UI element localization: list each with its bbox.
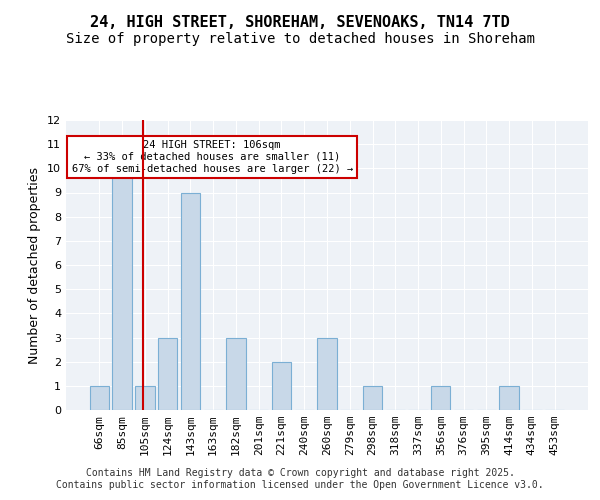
- Text: Size of property relative to detached houses in Shoreham: Size of property relative to detached ho…: [65, 32, 535, 46]
- Text: 24 HIGH STREET: 106sqm
← 33% of detached houses are smaller (11)
67% of semi-det: 24 HIGH STREET: 106sqm ← 33% of detached…: [71, 140, 353, 173]
- Bar: [431, 386, 451, 410]
- Bar: [158, 338, 178, 410]
- Bar: [90, 386, 109, 410]
- Y-axis label: Number of detached properties: Number of detached properties: [28, 166, 41, 364]
- Bar: [181, 192, 200, 410]
- Text: 24, HIGH STREET, SHOREHAM, SEVENOAKS, TN14 7TD: 24, HIGH STREET, SHOREHAM, SEVENOAKS, TN…: [90, 15, 510, 30]
- Bar: [363, 386, 382, 410]
- Text: Contains HM Land Registry data © Crown copyright and database right 2025.
Contai: Contains HM Land Registry data © Crown c…: [56, 468, 544, 490]
- Bar: [317, 338, 337, 410]
- Bar: [272, 362, 291, 410]
- Bar: [112, 168, 132, 410]
- Bar: [226, 338, 245, 410]
- Bar: [499, 386, 519, 410]
- Bar: [135, 386, 155, 410]
